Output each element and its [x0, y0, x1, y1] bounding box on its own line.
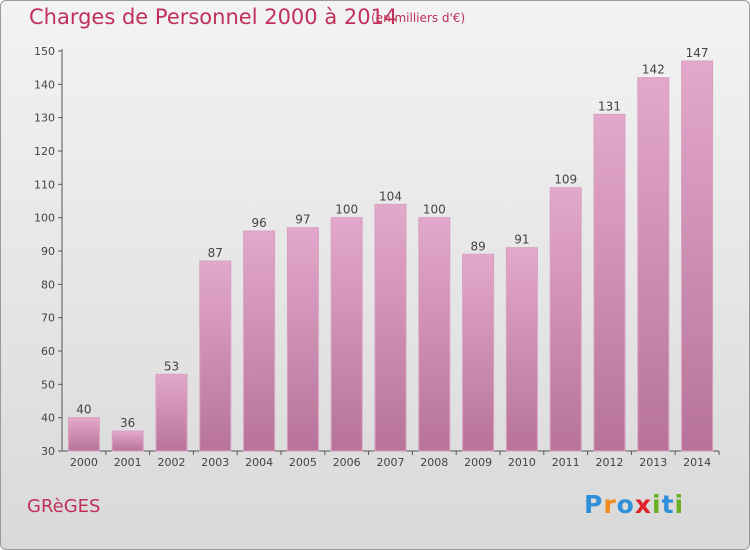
logo-letter: x	[634, 490, 652, 519]
x-tick-label: 2013	[639, 456, 667, 469]
data-label: 109	[554, 173, 577, 187]
y-tick-label: 30	[41, 445, 55, 458]
x-tick-label: 2012	[596, 456, 624, 469]
data-label: 96	[251, 216, 266, 230]
x-tick-label: 2001	[114, 456, 142, 469]
x-tick-label: 2010	[508, 456, 536, 469]
data-label: 100	[423, 203, 446, 217]
x-tick-label: 2014	[683, 456, 711, 469]
data-label: 89	[470, 239, 485, 253]
bar-2009	[462, 253, 495, 452]
y-tick-label: 60	[41, 345, 55, 358]
data-label: 142	[642, 63, 665, 77]
chart-title: Charges de Personnel 2000 à 2014	[29, 5, 398, 29]
x-tick-label: 2000	[70, 456, 98, 469]
x-tick-label: 2003	[201, 456, 229, 469]
y-tick-label: 130	[34, 112, 55, 125]
y-tick-label: 70	[41, 312, 55, 325]
x-tick-label: 2002	[158, 456, 186, 469]
y-tick-label: 50	[41, 378, 55, 391]
chart-units: (en milliers d'€)	[371, 11, 466, 25]
x-tick-label: 2011	[552, 456, 580, 469]
logo-letter: i	[652, 490, 662, 519]
bar-2005	[286, 227, 319, 452]
x-tick-label: 2005	[289, 456, 317, 469]
y-tick-label: 90	[41, 245, 55, 258]
logo-letter: r	[603, 490, 617, 519]
data-label: 87	[208, 246, 223, 260]
data-label: 36	[120, 416, 135, 430]
y-tick-label: 120	[34, 145, 55, 158]
data-label: 91	[514, 233, 529, 247]
logo-letter: i	[674, 490, 685, 519]
bar-2013	[637, 77, 670, 452]
x-tick-label: 2009	[464, 456, 492, 469]
bar-2004	[243, 230, 276, 452]
bar-2008	[418, 217, 451, 452]
data-label: 104	[379, 189, 402, 203]
logo-letter: P	[584, 490, 604, 519]
bar-2006	[330, 217, 363, 452]
bar-2000	[67, 417, 100, 452]
data-label: 131	[598, 99, 621, 113]
bar-2002	[155, 373, 188, 452]
y-tick-label: 110	[34, 178, 55, 191]
bar-2014	[681, 60, 714, 452]
y-tick-label: 140	[34, 78, 55, 91]
data-label: 100	[335, 203, 358, 217]
data-label: 97	[295, 213, 310, 227]
bar-2012	[593, 113, 626, 452]
bar-2003	[199, 260, 232, 452]
data-label: 147	[686, 46, 709, 60]
bar-2010	[505, 247, 538, 452]
x-tick-label: 2006	[333, 456, 361, 469]
logo-letter: t	[661, 490, 675, 519]
y-tick-label: 40	[41, 412, 55, 425]
x-tick-label: 2004	[245, 456, 273, 469]
logo-letter: o	[616, 490, 635, 519]
y-tick-label: 80	[41, 278, 55, 291]
y-tick-label: 100	[34, 212, 55, 225]
bar-2007	[374, 203, 407, 452]
y-tick-label: 150	[34, 45, 55, 58]
bar-2001	[111, 430, 144, 452]
x-tick-label: 2007	[377, 456, 405, 469]
town-name: GRèGES	[27, 496, 101, 517]
x-tick-label: 2008	[420, 456, 448, 469]
data-label: 53	[164, 359, 179, 373]
bar-2011	[549, 187, 582, 452]
proxiti-logo: Proxiti	[584, 490, 684, 519]
data-label: 40	[76, 403, 91, 417]
